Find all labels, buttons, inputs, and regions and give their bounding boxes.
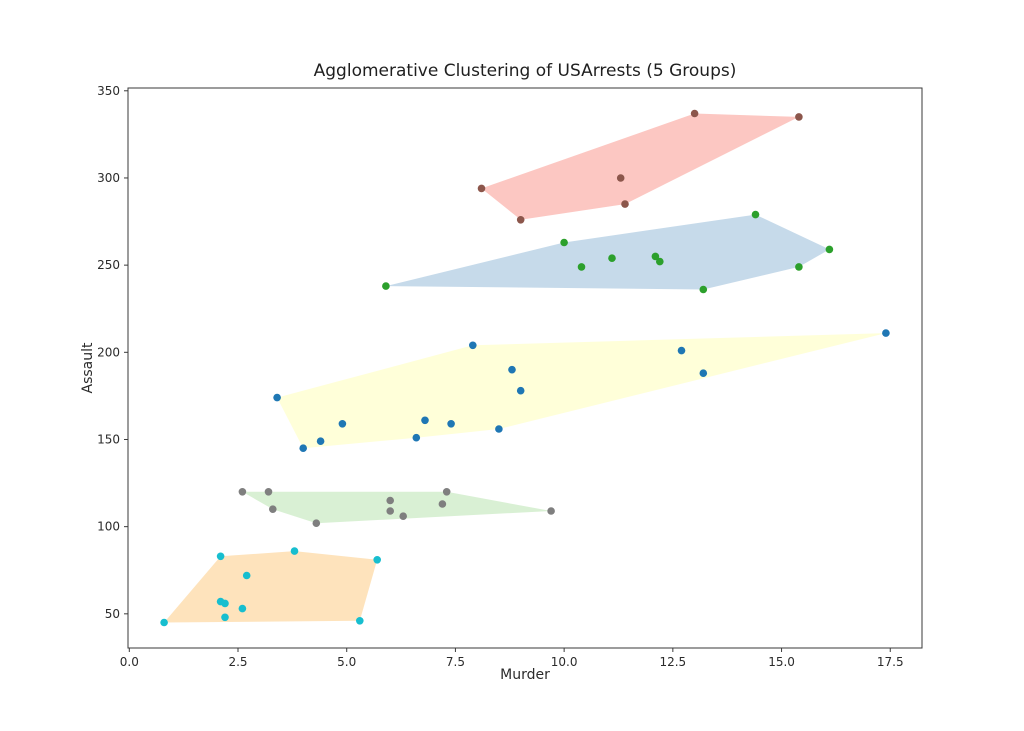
data-point-cyan [373,556,382,564]
data-point-blue [421,416,429,425]
cluster-hull-gray [242,491,552,524]
data-point-green [560,238,568,247]
data-point-blue [412,433,421,442]
data-point-blue [338,420,347,428]
data-point-brown [690,109,699,118]
data-point-green [825,245,834,254]
data-point-gray [312,519,321,527]
data-point-green [382,282,390,290]
data-point-gray [399,512,408,520]
data-point-brown [795,113,803,121]
data-point-blue [495,425,503,433]
data-point-blue [469,341,477,350]
data-point-brown [477,184,486,193]
data-point-green [577,263,586,271]
y-tick-label: 350 [97,84,120,98]
data-point-cyan [290,547,299,555]
data-point-blue [677,346,686,355]
data-point-cyan [356,617,364,625]
x-tick-label: 5.0 [337,655,356,669]
data-point-cyan [221,613,229,622]
data-point-blue [273,393,281,402]
x-tick-label: 7.5 [446,655,465,669]
x-tick-label: 15.0 [768,655,795,669]
data-point-gray [547,507,555,515]
y-tick-label: 300 [97,171,120,185]
cluster-hull-blue [277,333,886,449]
data-point-green [656,257,664,266]
x-tick-label: 2.5 [228,655,247,669]
data-point-cyan [221,599,229,608]
data-point-blue [316,437,325,446]
data-point-green [795,263,803,271]
data-point-green [608,254,616,262]
data-point-blue [516,386,525,395]
y-tick-label: 200 [97,345,120,359]
x-tick-label: 0.0 [120,655,139,669]
data-point-brown [616,174,625,182]
data-point-gray [386,496,395,505]
plot-border [127,87,923,649]
data-point-green [751,210,760,219]
data-point-cyan [216,552,225,561]
data-point-blue [882,329,890,337]
y-tick-label: 150 [97,432,120,446]
data-point-gray [442,488,451,496]
x-tick-label: 17.5 [877,655,904,669]
data-point-brown [621,200,629,208]
y-axis-label: Assault [80,342,96,394]
data-point-gray [264,488,273,496]
x-axis-label: Murder [500,667,550,683]
data-point-blue [447,420,455,428]
data-point-brown [516,216,525,224]
data-point-blue [508,365,516,374]
x-tick-label: 10.0 [551,655,578,669]
y-tick-label: 250 [97,258,120,272]
data-point-gray [386,507,395,515]
data-point-cyan [242,571,251,580]
data-point-blue [699,369,708,378]
data-point-blue [299,444,308,453]
cluster-hull-cyan [164,551,378,623]
data-point-green [651,252,660,261]
data-point-cyan [238,604,247,613]
data-point-cyan [160,618,168,627]
data-point-gray [269,505,277,513]
cluster-hull-brown [481,113,799,220]
x-tick-label: 12.5 [659,655,686,669]
cluster-hull-green [385,214,830,290]
data-point-gray [238,488,247,496]
y-tick-label: 100 [97,520,120,534]
y-tick-label: 50 [105,607,120,621]
chart-title: Agglomerative Clustering of USArrests (5… [313,61,737,81]
data-point-green [699,285,708,294]
data-point-gray [438,500,447,508]
